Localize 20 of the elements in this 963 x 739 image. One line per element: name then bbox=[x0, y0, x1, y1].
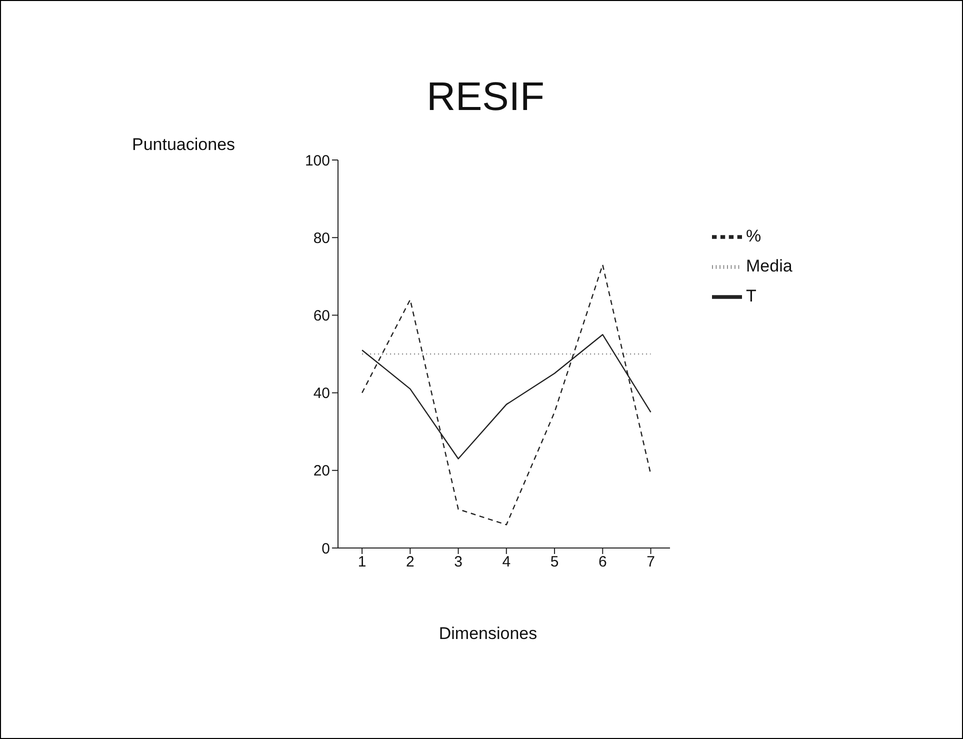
x-tick-label: 4 bbox=[502, 554, 511, 571]
x-tick-label: 2 bbox=[406, 554, 414, 571]
legend-label: % bbox=[746, 226, 762, 246]
legend-label: T bbox=[746, 286, 756, 306]
x-tick-label: 1 bbox=[358, 554, 366, 571]
y-tick-label: 80 bbox=[313, 230, 330, 247]
x-tick-label: 7 bbox=[646, 554, 655, 571]
y-tick-label: 20 bbox=[313, 462, 330, 480]
x-tick-label: 3 bbox=[454, 554, 462, 571]
y-axis-title: Puntuaciones bbox=[132, 135, 236, 155]
line-series bbox=[361, 264, 652, 526]
x-axis-title: Dimensiones bbox=[438, 624, 538, 644]
y-tick-label: 40 bbox=[313, 385, 330, 402]
x-tick-label: 5 bbox=[550, 554, 559, 571]
y-tick-label: 0 bbox=[322, 540, 330, 558]
x-tick-label: 6 bbox=[598, 554, 607, 571]
y-tick-label: 100 bbox=[304, 152, 330, 170]
chart-title: RESIF bbox=[426, 75, 546, 120]
legend-label: Media bbox=[746, 256, 792, 276]
y-tick-label: 60 bbox=[313, 308, 330, 325]
